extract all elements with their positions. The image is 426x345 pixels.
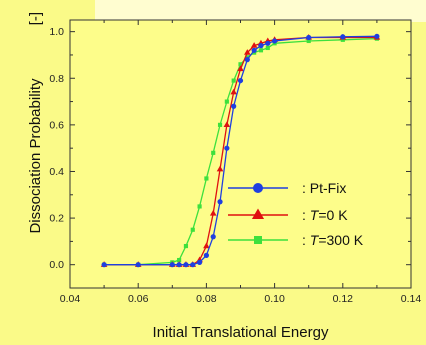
series-layer	[100, 33, 381, 268]
x-axis-title: Initial Translational Energy	[153, 324, 329, 341]
y-axis-title: Dissociation Probability	[27, 78, 44, 234]
data-point-circle	[176, 262, 182, 268]
data-point-circle	[224, 145, 230, 151]
data-point-square	[211, 150, 216, 155]
data-point-triangle	[203, 242, 210, 249]
series-circle	[101, 33, 380, 268]
top-band	[95, 0, 426, 22]
data-point-square	[204, 176, 209, 181]
data-point-circle	[251, 47, 257, 53]
legend-marker-circle	[253, 183, 263, 193]
legend: : Pt-Fix : T=0 K : T=300 K	[228, 180, 364, 248]
data-point-circle	[210, 234, 216, 240]
x-tick-label: 0.12	[333, 293, 354, 305]
legend-marker-triangle	[251, 208, 265, 219]
plot-frame	[69, 19, 412, 289]
data-point-triangle	[223, 121, 231, 128]
data-point-square	[340, 37, 345, 42]
y-tick-label: 0.4	[49, 166, 64, 178]
y-tick-label: 1.0	[49, 26, 64, 38]
data-point-circle	[217, 199, 223, 205]
x-tick-label: 0.10	[264, 293, 285, 305]
data-point-circle	[231, 103, 237, 109]
x-tick-label: 0.14	[401, 293, 422, 305]
data-point-square	[238, 62, 243, 67]
x-tick-label: 0.08	[196, 293, 217, 305]
legend-marker-square	[254, 236, 262, 244]
data-point-circle	[196, 259, 203, 265]
data-point-circle	[190, 262, 196, 268]
y-tick-label: 0.8	[49, 73, 64, 85]
legend-label: : T=300 K	[302, 232, 364, 248]
legend-label: : Pt-Fix	[302, 180, 346, 196]
y-axis-unit: [-]	[27, 12, 44, 25]
data-point-circle	[265, 40, 271, 46]
data-point-circle	[101, 262, 107, 268]
x-tick-label: 0.04	[60, 293, 81, 305]
data-point-circle	[258, 43, 264, 49]
data-point-triangle	[250, 42, 258, 48]
data-point-circle	[203, 252, 209, 258]
legend-label: : T=0 K	[302, 207, 348, 223]
data-point-triangle	[230, 88, 237, 95]
data-point-circle	[340, 34, 346, 40]
y-tick-label: 0.0	[49, 259, 64, 271]
data-point-triangle	[216, 165, 224, 172]
data-point-square	[258, 48, 264, 53]
data-point-square	[190, 227, 195, 232]
data-point-circle	[135, 262, 141, 268]
data-point-circle	[272, 38, 278, 44]
data-point-square	[177, 257, 182, 263]
data-point-triangle	[237, 65, 244, 72]
data-point-triangle	[209, 209, 217, 216]
y-tick-label: 0.2	[49, 213, 64, 225]
ticks-group: 0.04 0.06 0.08 0.10 0.12 0.14 0.0 0.2 0.4 0.6 0.8 1…	[49, 20, 421, 305]
data-point-circle	[374, 33, 380, 39]
data-point-square	[265, 45, 270, 51]
data-point-square	[306, 38, 311, 44]
data-point-circle	[237, 77, 244, 84]
x-tick-label: 0.06	[128, 293, 149, 305]
data-point-square	[183, 243, 189, 249]
data-point-square	[217, 122, 223, 127]
data-point-square	[224, 99, 229, 104]
data-point-triangle	[244, 49, 251, 55]
y-tick-label: 0.6	[49, 119, 64, 131]
data-point-circle	[169, 262, 175, 268]
data-point-circle	[306, 34, 312, 41]
data-point-square	[231, 78, 236, 83]
data-point-square	[197, 204, 202, 209]
data-point-circle	[183, 262, 189, 268]
data-point-circle	[244, 57, 250, 63]
